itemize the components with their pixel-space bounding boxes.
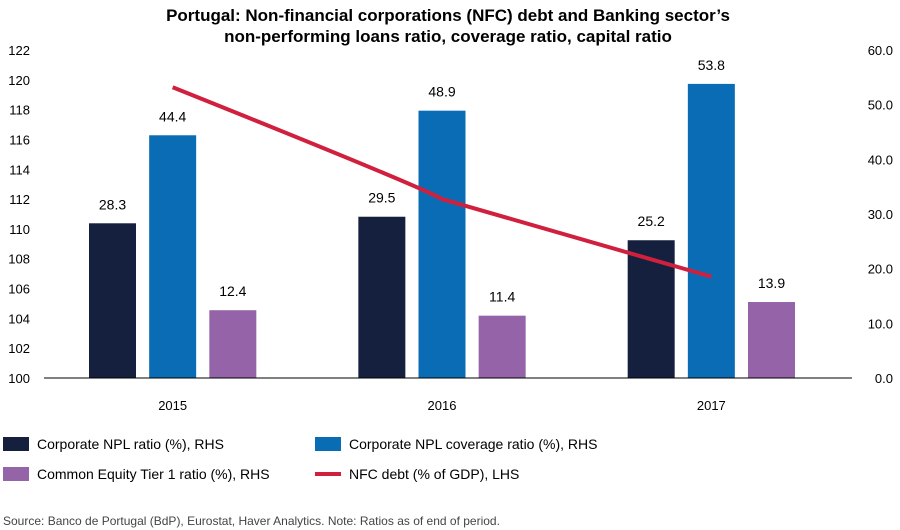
right-axis-tick-30-0: 30.0 — [868, 207, 893, 222]
bar-label-1-2016: 29.5 — [368, 190, 395, 206]
left-axis-tick-108: 108 — [8, 252, 30, 267]
right-axis-tick-60-0: 60.0 — [868, 43, 893, 58]
left-axis-tick-100: 100 — [8, 371, 30, 386]
left-axis-tick-110: 110 — [9, 222, 30, 237]
bar-label-2-2016: 48.9 — [428, 84, 455, 100]
left-axis-tick-102: 102 — [8, 341, 30, 356]
legend-label-2: Corporate NPL coverage ratio (%), RHS — [349, 436, 597, 452]
right-axis-tick-40-0: 40.0 — [868, 152, 893, 167]
left-axis-tick-106: 106 — [8, 282, 30, 297]
chart-title-line-2: non-performing loans ratio, coverage rat… — [224, 27, 672, 46]
left-axis-tick-104: 104 — [8, 311, 30, 326]
bar-label-3-2016: 11.4 — [489, 289, 515, 305]
chart-title-line-1: Portugal: Non-financial corporations (NF… — [166, 6, 730, 25]
x-tick-2016: 2016 — [428, 398, 457, 413]
bar-label-3-2017: 13.9 — [758, 275, 785, 291]
nfc-debt-line — [171, 85, 712, 279]
left-axis-tick-118: 118 — [9, 103, 30, 118]
bar-label-1-2015: 28.3 — [99, 196, 126, 212]
left-axis-tick-116: 116 — [9, 132, 30, 147]
x-axis: 2015 2016 2017 — [44, 377, 852, 413]
source-note: Source: Banco de Portugal (BdP), Eurosta… — [3, 514, 500, 528]
left-axis-tick-114: 114 — [9, 162, 30, 177]
bar-1-2015 — [89, 223, 137, 378]
legend-label-3: Common Equity Tier 1 ratio (%), RHS — [37, 466, 270, 482]
legend-swatch-1 — [3, 437, 29, 451]
bar-label-2-2017: 53.8 — [698, 57, 725, 73]
legend-swatch-2 — [315, 437, 341, 451]
legend-swatch-3 — [3, 467, 29, 481]
right-axis: 0.0 10.0 20.0 30.0 40.0 50.0 60.0 — [868, 43, 893, 386]
nfc-debt-line-path — [171, 85, 712, 279]
legend-label-4: NFC debt (% of GDP), LHS — [349, 466, 519, 482]
right-axis-tick-50-0: 50.0 — [868, 98, 893, 113]
bar-3-2015 — [209, 310, 257, 378]
x-tick-2015: 2015 — [158, 398, 187, 413]
bar-label-2-2015: 44.4 — [159, 108, 186, 124]
left-axis-tick-122: 122 — [8, 43, 30, 58]
bar-2-2016 — [418, 110, 466, 379]
legend: Corporate NPL ratio (%), RHS Corporate NP… — [3, 436, 597, 482]
legend-label-1: Corporate NPL ratio (%), RHS — [37, 436, 224, 452]
x-tick-2017: 2017 — [697, 398, 726, 413]
right-axis-tick-20-0: 20.0 — [868, 262, 893, 277]
bar-3-2017 — [747, 302, 795, 378]
bar-label-1-2017: 25.2 — [638, 213, 665, 229]
right-axis-tick-10-0: 10.0 — [868, 316, 893, 331]
bar-label-3-2015: 12.4 — [219, 283, 246, 299]
left-axis: 100 102 104 106 108 110 112 114 116 118 120 122 — [8, 43, 30, 386]
left-axis-tick-120: 120 — [8, 73, 30, 88]
bar-2-2017 — [687, 83, 735, 378]
bars: 28.3 29.5 25.2 44.4 48.9 53.8 12.4 11.4 13.9 — [89, 57, 795, 379]
right-axis-tick-0-0: 0.0 — [875, 371, 893, 386]
left-axis-tick-112: 112 — [9, 192, 30, 207]
bar-2-2015 — [149, 135, 197, 378]
bar-3-2016 — [478, 315, 526, 378]
chart-title: Portugal: Non-financial corporations (NF… — [166, 6, 730, 46]
bar-1-2016 — [358, 216, 406, 378]
